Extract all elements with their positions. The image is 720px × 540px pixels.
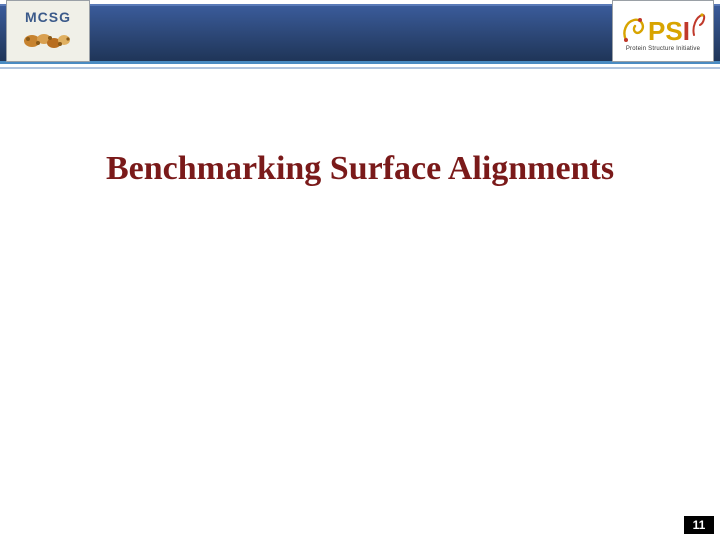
logo-mcsg: MCSG (6, 0, 90, 62)
logo-psi-letter-i: I (683, 16, 690, 46)
logo-psi-swirl-right-icon (692, 11, 706, 44)
logo-psi-letter-s: S (665, 16, 682, 46)
logo-psi-subtitle: Protein Structure Initiative (626, 46, 700, 52)
header-underline (0, 67, 720, 69)
logo-psi-letter-p: P (648, 16, 665, 46)
logo-mcsg-graphic (18, 29, 78, 53)
logo-psi-row: PSI (620, 11, 706, 44)
page-number: 11 (684, 516, 714, 534)
logo-psi-swirl-icon (620, 14, 646, 44)
logo-mcsg-text: MCSG (25, 9, 71, 25)
logo-psi-text: PSI (648, 18, 690, 44)
slide-title: Benchmarking Surface Alignments (0, 150, 720, 188)
logo-psi: PSI Protein Structure Initiative (612, 0, 714, 62)
